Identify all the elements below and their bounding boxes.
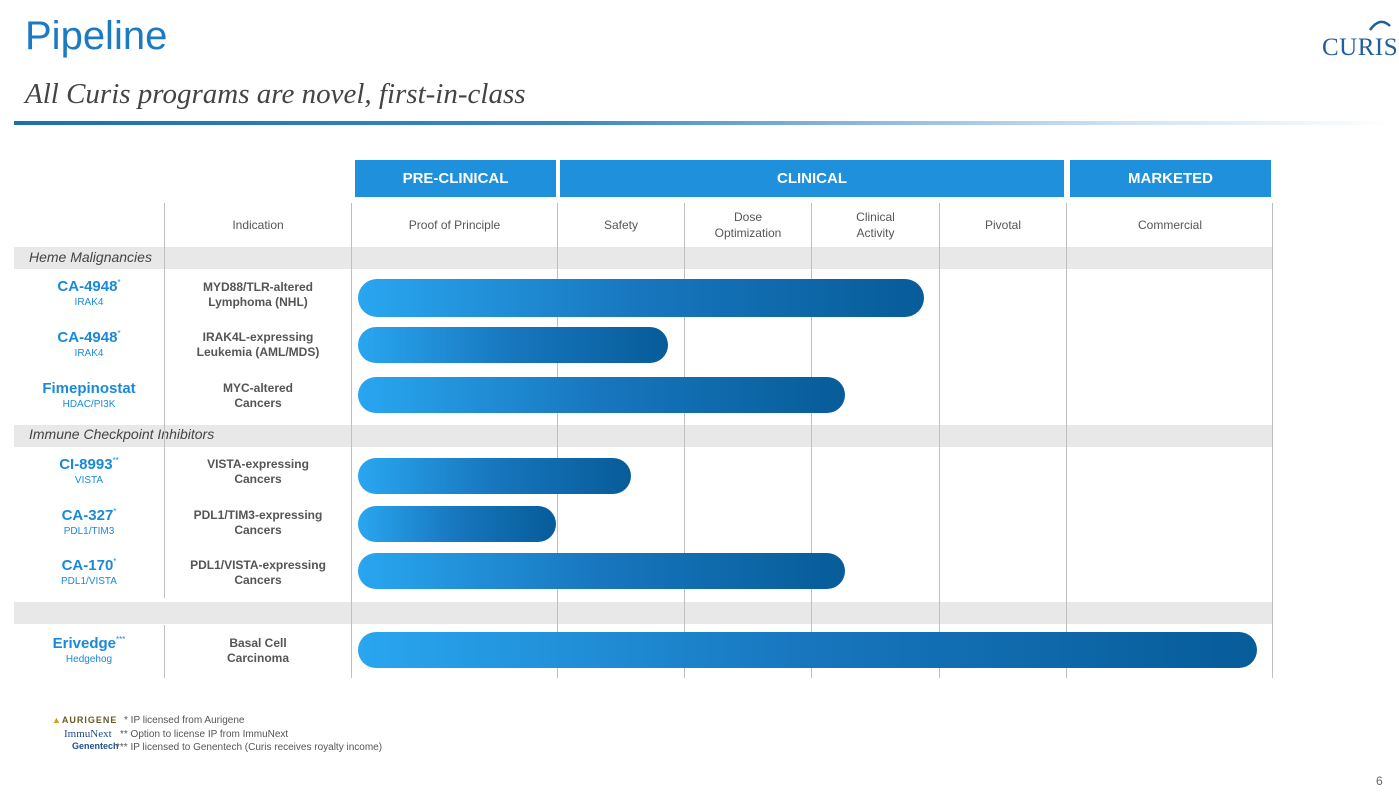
program-name: Erivedge*** xyxy=(52,635,126,652)
section-band-immune xyxy=(14,425,1273,447)
program-target: IRAK4 xyxy=(74,348,104,359)
program-name: CA-327* xyxy=(61,507,117,524)
phase-clinical: CLINICAL xyxy=(560,160,1064,197)
progress-bar xyxy=(358,377,845,413)
progress-bar xyxy=(358,327,668,363)
program-erivedge: Erivedge*** Hedgehog xyxy=(14,635,164,665)
footnote-immunext: ** Option to license IP from ImmuNext xyxy=(120,729,289,740)
indication-cell: VISTA-expressing Cancers xyxy=(207,457,309,486)
genentech-logo: Genentech xyxy=(72,741,119,751)
grid-line xyxy=(351,203,352,678)
program-target: PDL1/TIM3 xyxy=(63,526,115,537)
col-dose-line1: Dose xyxy=(733,210,762,224)
section-band-heme xyxy=(14,247,1273,269)
program-target: IRAK4 xyxy=(74,297,104,308)
program-ca4948-nhl: CA-4948* IRAK4 xyxy=(14,278,164,308)
section-band-spacer xyxy=(14,602,1273,624)
phase-preclinical: PRE-CLINICAL xyxy=(355,160,556,197)
progress-bar xyxy=(358,632,1257,668)
aurigene-logo: ▲AURIGENE xyxy=(52,715,118,725)
program-target: Hedgehog xyxy=(65,654,113,665)
col-clinical-activity: Clinical Activity xyxy=(812,205,939,245)
grid-line xyxy=(684,203,685,678)
footnote-aurigene: * IP licensed from Aurigene xyxy=(124,715,245,726)
col-dose-optimization: Dose Optimization xyxy=(685,205,811,245)
program-name: CA-4948* xyxy=(57,278,121,295)
col-safety: Safety xyxy=(603,218,639,232)
col-dose-line2: Optimization xyxy=(714,226,782,240)
col-clinical-line1: Clinical xyxy=(856,210,895,224)
program-ca327: CA-327* PDL1/TIM3 xyxy=(14,507,164,537)
title-rule xyxy=(14,121,1394,125)
indication-cell: MYD88/TLR-altered Lymphoma (NHL) xyxy=(202,280,314,309)
col-indication: Indication xyxy=(232,218,284,232)
section-immune-label: Immune Checkpoint Inhibitors xyxy=(29,426,215,442)
indication-cell: MYC-altered Cancers xyxy=(222,381,293,410)
col-commercial: Commercial xyxy=(1137,218,1202,232)
program-name: CI-8993** xyxy=(59,456,119,473)
indication-cell: IRAK4L-expressing Leukemia (AML/MDS) xyxy=(196,330,320,359)
grid-line xyxy=(164,203,165,598)
footnote-genentech: *** IP licensed to Genentech (Curis rece… xyxy=(116,742,383,753)
grid-line xyxy=(811,203,812,678)
immunext-logo: ImmuNext xyxy=(64,728,112,740)
program-target: VISTA xyxy=(74,475,104,486)
grid-line xyxy=(164,625,165,678)
grid-line xyxy=(1272,203,1273,678)
program-fimepinostat: Fimepinostat HDAC/PI3K xyxy=(14,380,164,410)
program-ci8993: CI-8993** VISTA xyxy=(14,456,164,486)
progress-bar xyxy=(358,553,845,589)
program-target: HDAC/PI3K xyxy=(62,399,116,410)
indication-cell: Basal Cell Carcinoma xyxy=(226,636,290,665)
aurigene-triangle-icon: ▲ xyxy=(52,715,62,725)
page-subtitle: All Curis programs are novel, first-in-c… xyxy=(25,78,526,110)
section-heme-label: Heme Malignancies xyxy=(29,249,152,265)
grid-line xyxy=(939,203,940,678)
indication-cell: PDL1/VISTA-expressing Cancers xyxy=(190,558,326,587)
progress-bar xyxy=(358,506,556,542)
indication-cell: PDL1/TIM3-expressing Cancers xyxy=(193,508,323,537)
logo-text: CURIS xyxy=(1322,34,1399,61)
page-title: Pipeline xyxy=(25,14,168,58)
col-clinical-line2: Activity xyxy=(856,226,895,240)
logo-arc-icon xyxy=(1368,20,1391,31)
program-ca4948-aml: CA-4948* IRAK4 xyxy=(14,329,164,359)
program-target: PDL1/VISTA xyxy=(61,576,117,587)
progress-bar xyxy=(358,458,631,494)
phase-marketed: MARKETED xyxy=(1070,160,1271,197)
program-name: Fimepinostat xyxy=(42,380,136,397)
col-proof-of-principle: Proof of Principle xyxy=(408,218,501,232)
program-name: CA-4948* xyxy=(57,329,121,346)
program-name: CA-170* xyxy=(61,557,117,574)
page-number: 6 xyxy=(1376,774,1383,788)
col-pivotal: Pivotal xyxy=(984,218,1022,232)
grid-line xyxy=(557,203,558,678)
program-ca170: CA-170* PDL1/VISTA xyxy=(14,557,164,587)
progress-bar xyxy=(358,279,924,317)
grid-line xyxy=(1066,203,1067,678)
